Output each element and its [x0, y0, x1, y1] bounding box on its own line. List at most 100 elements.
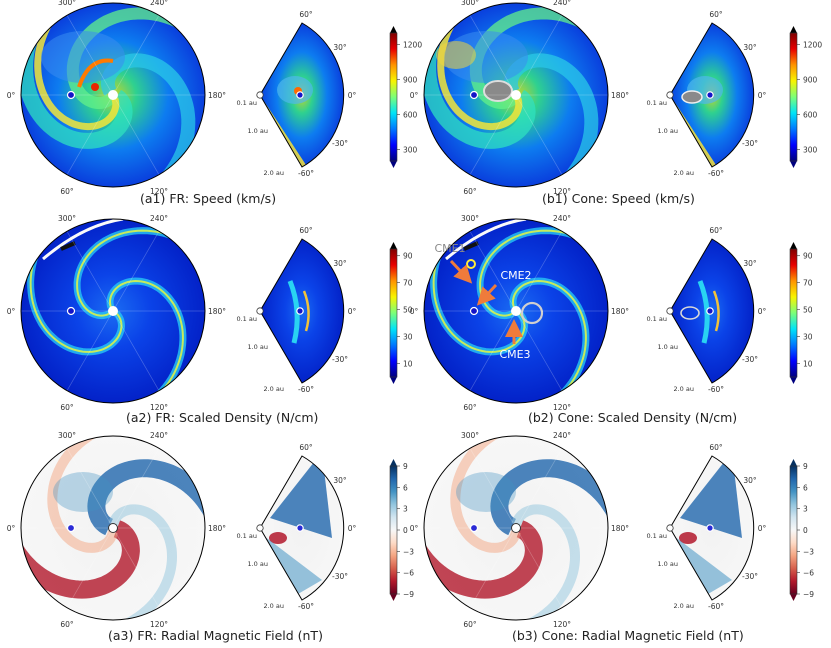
wedge-radius-label: 0.1 au — [646, 315, 667, 323]
negative-field-sector — [21, 520, 140, 599]
polar-angle-label: 180° — [208, 91, 226, 100]
solar-wind-stream — [21, 23, 133, 149]
polar-angle-label: 240° — [553, 431, 571, 440]
colorbar-tick-label: 3 — [803, 505, 808, 514]
polar-gridline — [66, 527, 114, 608]
polar-angle-label: 180° — [208, 524, 226, 533]
wedge-angle-label: 30° — [743, 476, 757, 485]
sun-marker — [666, 524, 674, 532]
polar-disk-b3: 300° 240° 0° 180° 60° 120° — [410, 431, 630, 629]
colorbar-gradient — [390, 33, 397, 161]
polar-angle-label: 300° — [461, 431, 479, 440]
colorbar-tick-label: 30 — [803, 333, 813, 342]
polar-frame — [20, 435, 206, 621]
colorbar-tick-label: 900 — [403, 76, 418, 85]
wedge-angle-label: 60° — [299, 10, 313, 19]
wedge-radius-label: 2.0 au — [673, 169, 694, 177]
solar-wind-stream — [424, 23, 536, 149]
annotation-cme1: CME1 — [434, 242, 465, 255]
polar-angle-label: 300° — [461, 214, 479, 223]
colorbar-b2: 90 70 50 30 10 — [789, 242, 813, 384]
polar-gridline — [66, 15, 114, 96]
wedge-angle-label: -60° — [708, 602, 724, 611]
wedge-a3: 60° 30° 0° -30° -60° 0.1 au 1.0 au 2.0 au — [236, 443, 356, 611]
caption-a1: (a1) FR: Speed (km/s) — [140, 191, 277, 206]
wedge-radius-label: 2.0 au — [263, 602, 284, 610]
wedge-angle-label: 0° — [758, 91, 767, 100]
earth-marker — [469, 523, 479, 533]
cme-core — [91, 83, 99, 91]
wedge-radius-label: 1.0 au — [247, 560, 268, 568]
earth-marker — [469, 90, 479, 100]
polar-gridline — [112, 15, 160, 96]
positive-field-slice — [680, 456, 742, 538]
colorbar-tick-label: 70 — [403, 279, 413, 288]
wedge-angle-label: 0° — [348, 524, 357, 533]
earth-marker — [66, 306, 76, 316]
colorbar-gradient — [390, 249, 397, 377]
earth-marker — [706, 524, 714, 532]
sun-marker — [108, 306, 118, 316]
wedge-angle-label: -60° — [708, 169, 724, 178]
polar-gridline — [66, 231, 114, 312]
wedge-radius-label: 0.1 au — [236, 99, 257, 107]
wedge-a2: 60° 30° 0° -30° -60° 0.1 au 1.0 au 2.0 au — [236, 226, 356, 394]
earth-marker — [706, 307, 714, 315]
polar-gridline — [515, 448, 563, 529]
wedge-angle-label: 60° — [709, 10, 723, 19]
colorbar-tick-label: 50 — [803, 306, 813, 315]
density-ridge — [512, 279, 587, 403]
polar-angle-label: 180° — [208, 307, 226, 316]
weak-negative-field — [450, 436, 521, 553]
wedge-angle-label: 60° — [299, 226, 313, 235]
annotation-cme2: CME2 — [500, 269, 531, 282]
cme1-arrow — [449, 259, 473, 284]
polar-angle-label: 300° — [58, 214, 76, 223]
polar-frame — [20, 2, 206, 188]
polar-angle-label: 300° — [58, 431, 76, 440]
wedge-radius-label: 1.0 au — [657, 560, 678, 568]
polar-gridline — [515, 15, 563, 96]
wedge-angle-label: 60° — [299, 443, 313, 452]
colorbar-tick-label: −9 — [803, 590, 814, 599]
polar-gridline — [469, 94, 517, 175]
colorbar-extend-bottom — [790, 594, 797, 601]
polar-angle-label: 120° — [553, 620, 571, 629]
polar-angle-label: 240° — [150, 0, 168, 7]
cme-region — [41, 31, 125, 83]
colorbar-gradient — [790, 249, 797, 377]
colorbar-frame — [789, 32, 798, 162]
weak-negative-field — [47, 436, 118, 553]
colorbar-extend-bottom — [390, 377, 397, 384]
polar-gridline — [112, 448, 160, 529]
wedge-radius-label: 1.0 au — [247, 127, 268, 135]
polar-gridline — [515, 310, 563, 391]
polar-angle-label: 0° — [410, 91, 419, 100]
negative-field-slice — [679, 532, 697, 544]
colorbar-tick-label: 30 — [403, 333, 413, 342]
colorbar-tick-label: −6 — [803, 569, 814, 578]
polar-angle-label: 240° — [150, 431, 168, 440]
polar-gridline — [66, 448, 114, 529]
wedge-a1: 60° 30° 0° -30° -60° 0.1 au 1.0 au 2.0 au — [236, 10, 356, 178]
polar-angle-label: 240° — [553, 0, 571, 7]
density-peak — [712, 290, 720, 332]
wedge-angle-label: 60° — [709, 226, 723, 235]
polar-disk-a1: 300° 240° 0° 180° 60° 120° — [7, 0, 227, 196]
density-ridge — [479, 229, 600, 317]
colorbar-a2: 90 70 50 30 10 — [389, 242, 413, 384]
colorbar-tick-label: −3 — [403, 547, 414, 556]
colorbar-gradient — [790, 466, 797, 594]
colorbar-extend-bottom — [390, 161, 397, 168]
polar-angle-label: 120° — [150, 620, 168, 629]
wedge-angle-label: 0° — [348, 91, 357, 100]
wedge-radius-label: 1.0 au — [247, 343, 268, 351]
polar-angle-label: 180° — [611, 91, 629, 100]
colorbar-frame — [389, 32, 398, 162]
earth-marker — [66, 90, 76, 100]
colorbar-tick-label: 300 — [403, 145, 418, 154]
polar-angle-label: 120° — [553, 403, 571, 412]
wedge-angle-label: 30° — [333, 259, 347, 268]
negative-field-sector — [424, 520, 543, 599]
positive-field-band — [674, 536, 732, 594]
